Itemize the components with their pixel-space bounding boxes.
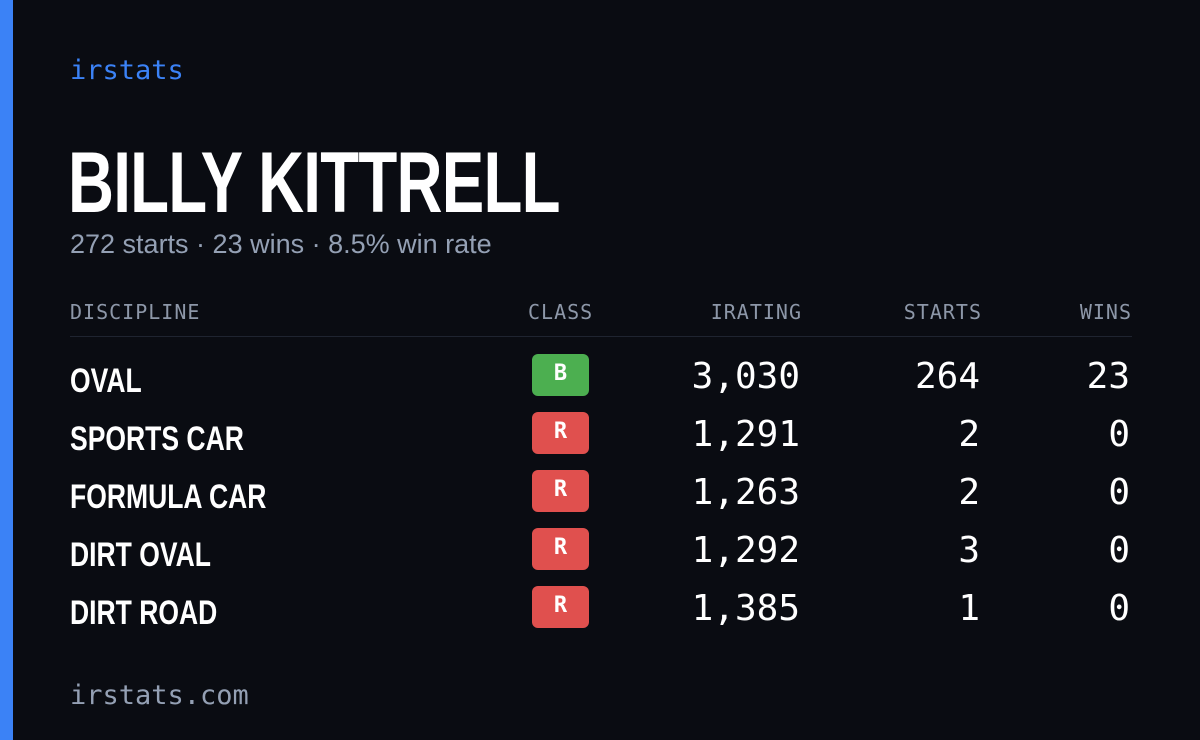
irating-value: 1,292 (691, 530, 800, 571)
class-badge: R (532, 586, 589, 628)
footer-url: irstats.com (70, 680, 249, 711)
discipline-name: SPORTS CAR (70, 420, 244, 458)
header-wins: WINS (1079, 300, 1132, 324)
starts-value: 2 (958, 472, 980, 513)
table-row: DIRT ROAD R 1,385 1 0 (70, 586, 1132, 644)
table-row: FORMULA CAR R 1,263 2 0 (70, 470, 1132, 528)
wins-value: 0 (1108, 588, 1130, 629)
starts-value: 3 (958, 530, 980, 571)
irating-value: 1,263 (691, 472, 800, 513)
irating-value: 1,291 (691, 414, 800, 455)
discipline-name: OVAL (70, 362, 142, 400)
driver-name: BILLY KITTRELL (68, 135, 560, 231)
wins-value: 23 (1086, 356, 1130, 397)
starts-value: 1 (958, 588, 980, 629)
header-discipline: DISCIPLINE (70, 300, 201, 324)
wins-value: 0 (1108, 472, 1130, 513)
discipline-name: FORMULA CAR (70, 478, 267, 516)
discipline-name: DIRT ROAD (70, 594, 218, 632)
header-irating: IRATING (710, 300, 802, 324)
wins-value: 0 (1108, 530, 1130, 571)
irating-value: 1,385 (691, 588, 800, 629)
table-row: OVAL B 3,030 264 23 (70, 354, 1132, 412)
class-badge: B (532, 354, 589, 396)
starts-value: 2 (958, 414, 980, 455)
discipline-name: DIRT OVAL (70, 536, 211, 574)
class-badge: R (532, 470, 589, 512)
driver-summary: 272 starts · 23 wins · 8.5% win rate (70, 229, 492, 259)
table-row: SPORTS CAR R 1,291 2 0 (70, 412, 1132, 470)
irating-value: 3,030 (691, 356, 800, 397)
header-class: CLASS (528, 300, 594, 324)
wins-value: 0 (1108, 414, 1130, 455)
accent-bar (0, 0, 13, 740)
class-badge: R (532, 412, 589, 454)
starts-value: 264 (914, 356, 980, 397)
brand-logo-text: irstats (70, 55, 184, 86)
table-header: DISCIPLINE CLASS IRATING STARTS WINS (70, 300, 1132, 337)
header-starts: STARTS (903, 300, 982, 324)
class-badge: R (532, 528, 589, 570)
table-row: DIRT OVAL R 1,292 3 0 (70, 528, 1132, 586)
